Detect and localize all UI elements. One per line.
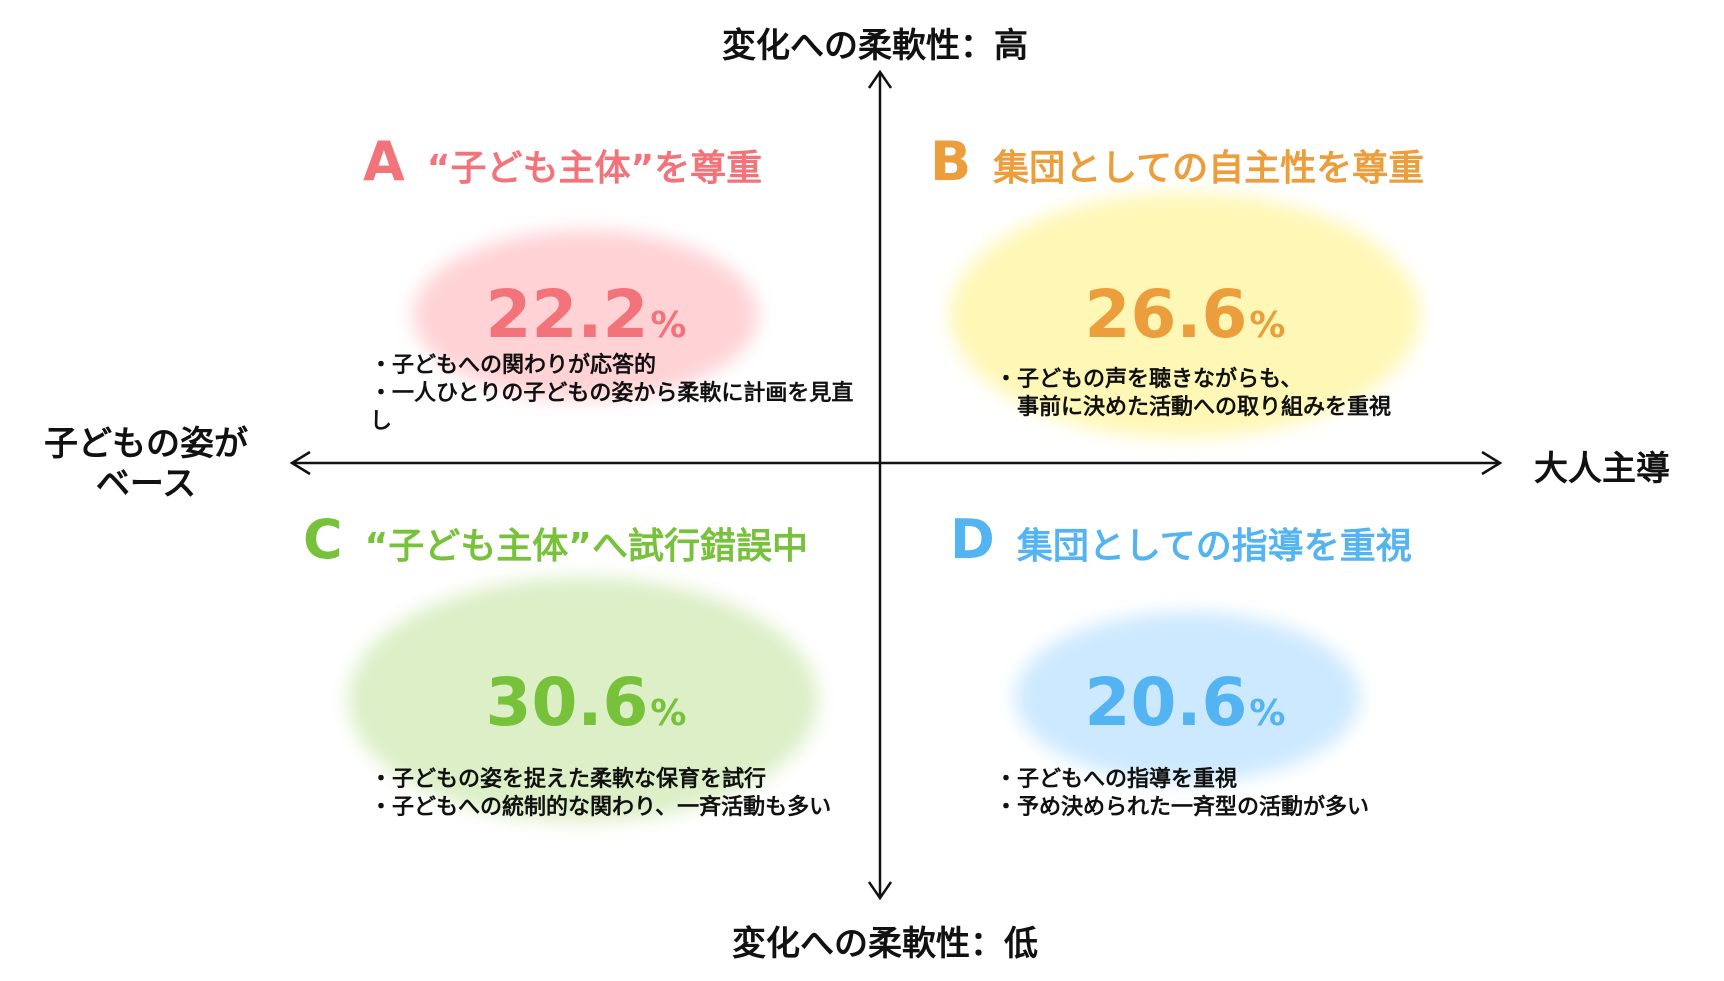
bullet-item: ・子どもへの統制的な関わり、一斉活動も多い (370, 795, 832, 820)
quadrant-d-name: 集団としての指導を重視 (1016, 526, 1412, 567)
quadrant-c-name: “子ども主体”へ試行錯誤中 (364, 526, 808, 567)
bullet-item: ・子どもの姿を捉えた柔軟な保育を試行 (370, 767, 767, 792)
quadrant-b-percent: 26.6% (1085, 276, 1286, 353)
quadrant-c-percent-unit: % (650, 693, 687, 734)
top-axis-label: 変化への柔軟性：高 (722, 26, 1028, 66)
quadrant-d-bullets: ・子どもへの指導を重視 ・予め決められた一斉型の活動が多い (995, 766, 1369, 822)
bullet-item: ・一人ひとりの子どもの姿から柔軟に計画を見直 (370, 381, 854, 406)
quadrant-c-bullets: ・子どもの姿を捉えた柔軟な保育を試行 ・子どもへの統制的な関わり、一斉活動も多い (370, 766, 831, 822)
quadrant-c-letter: C (303, 508, 343, 571)
quadrant-b-bullets: ・子どもの声を聴きながらも、 事前に決めた活動への取り組みを重視 (995, 366, 1391, 422)
quadrant-c-title: C “子ども主体”へ試行錯誤中 (303, 508, 808, 571)
quadrant-b-percent-value: 26.6 (1084, 276, 1248, 353)
quadrant-b-percent-unit: % (1249, 305, 1286, 346)
quadrant-d-percent-unit: % (1249, 693, 1286, 734)
bottom-axis-label: 変化への柔軟性：低 (732, 924, 1038, 964)
bullet-item: 事前に決めた活動への取り組みを重視 (995, 395, 1392, 420)
quadrant-d-percent: 20.6% (1085, 664, 1286, 741)
quadrant-a-percent-unit: % (650, 305, 687, 346)
right-arrowhead (1481, 450, 1503, 476)
quadrant-c-ellipse (348, 577, 818, 822)
top-arrowhead (867, 69, 893, 89)
quadrant-b-name: 集団としての自主性を尊重 (993, 148, 1425, 189)
right-axis-label: 大人主導 (1534, 449, 1670, 489)
quadrant-b-title: B 集団としての自主性を尊重 (930, 130, 1424, 193)
bullet-item: ・子どもの声を聴きながらも、 (995, 367, 1303, 392)
quadrant-a-ellipse (413, 230, 758, 400)
quadrant-d-letter: D (950, 508, 995, 571)
quadrant-a-percent-value: 22.2 (485, 276, 649, 353)
left-axis-label-line2: ベース (95, 464, 197, 504)
quadrant-d-title: D 集団としての指導を重視 (950, 508, 1412, 571)
bullet-item: ・子どもへの関わりが応答的 (370, 353, 657, 378)
left-axis-label: 子どもの姿が ベース (36, 424, 256, 504)
quadrant-a-title: A “子ども主体”を尊重 (363, 130, 762, 193)
quadrant-c-percent-value: 30.6 (485, 664, 649, 741)
left-axis-label-line1: 子どもの姿が (44, 424, 248, 464)
bullet-item: ・子どもへの指導を重視 (995, 767, 1238, 792)
quadrant-a-bullets: ・子どもへの関わりが応答的 ・一人ひとりの子どもの姿から柔軟に計画を見直 し (370, 352, 853, 436)
quadrant-a-name: “子ども主体”を尊重 (426, 148, 763, 189)
quadrant-d-percent-value: 20.6 (1084, 664, 1248, 741)
left-arrowhead (289, 450, 311, 476)
quadrant-c-percent: 30.6% (486, 664, 687, 741)
quadrant-a-letter: A (363, 130, 405, 193)
bullet-item: し (370, 409, 393, 434)
quadrant-d-ellipse (1015, 612, 1360, 782)
quadrant-a-percent: 22.2% (486, 276, 687, 353)
bullet-item: ・予め決められた一斉型の活動が多い (995, 795, 1370, 820)
quadrant-b-letter: B (930, 130, 972, 193)
quadrant-b-ellipse (950, 193, 1420, 438)
bottom-arrowhead (867, 881, 893, 901)
